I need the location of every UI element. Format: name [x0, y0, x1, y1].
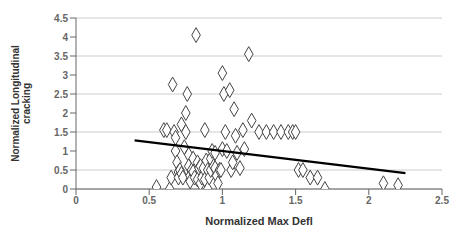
svg-text:3: 3 — [62, 70, 68, 81]
svg-text:Normalized Longitudinalcrackin: Normalized Longitudinalcracking — [10, 45, 32, 162]
svg-text:0.5: 0.5 — [54, 165, 68, 176]
svg-text:1.5: 1.5 — [54, 127, 68, 138]
svg-text:1: 1 — [220, 195, 226, 206]
svg-text:4.5: 4.5 — [54, 13, 68, 24]
svg-text:2.5: 2.5 — [435, 195, 449, 206]
svg-text:0: 0 — [73, 195, 79, 206]
svg-text:2: 2 — [366, 195, 372, 206]
svg-text:2: 2 — [62, 108, 68, 119]
svg-text:3.5: 3.5 — [54, 51, 68, 62]
svg-text:1.5: 1.5 — [289, 195, 303, 206]
svg-text:1: 1 — [62, 146, 68, 157]
svg-text:Normalized Max Defl: Normalized Max Defl — [205, 215, 313, 227]
svg-text:2.5: 2.5 — [54, 89, 68, 100]
svg-text:4: 4 — [62, 32, 68, 43]
svg-text:0.5: 0.5 — [142, 195, 156, 206]
svg-text:0: 0 — [62, 184, 68, 195]
